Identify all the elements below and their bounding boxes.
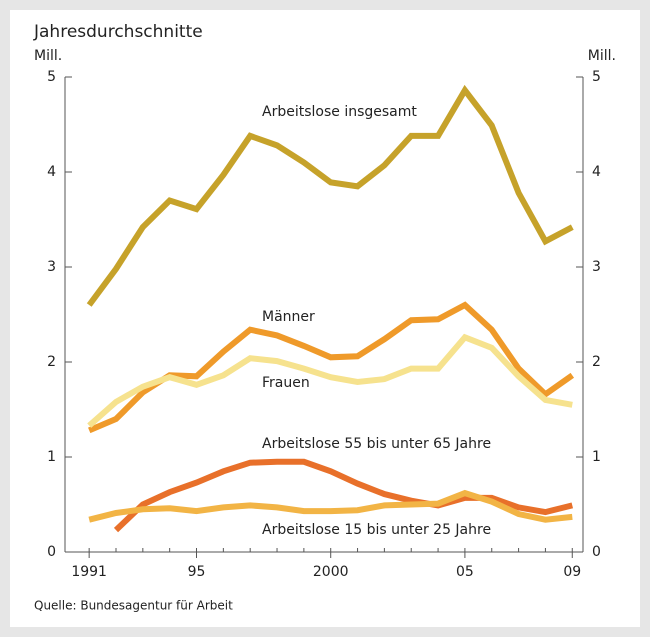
y-tick-label: 4 (47, 164, 56, 180)
y-tick-label: 5 (47, 69, 56, 85)
y2-tick-label: 4 (592, 164, 601, 180)
series-line (113, 458, 574, 533)
series-label: Arbeitslose 55 bis unter 65 Jahre (262, 436, 491, 452)
y2-tick-label: 0 (592, 544, 601, 560)
series-label: Arbeitslose 15 bis unter 25 Jahre (262, 522, 491, 538)
y-tick-label: 3 (47, 259, 56, 275)
y2-axis-label: Mill. (588, 48, 616, 64)
series-line (88, 489, 573, 523)
y2-tick-label: 3 (592, 259, 601, 275)
y2-tick-label: 5 (592, 69, 601, 85)
chart-title: Jahresdurchschnitte (33, 22, 203, 42)
y-tick-label: 2 (47, 354, 56, 370)
y-tick-label: 1 (47, 449, 56, 465)
y2-tick-label: 1 (592, 449, 601, 465)
series-line (87, 333, 573, 428)
x-tick-label: 95 (188, 564, 206, 580)
source: Quelle: Bundesagentur für Arbeit (34, 599, 233, 613)
series-label: Männer (262, 309, 315, 325)
series-label: Frauen (262, 375, 310, 391)
series-label: Arbeitslose insgesamt (262, 104, 417, 120)
y2-tick-label: 2 (592, 354, 601, 370)
y-axis-label: Mill. (34, 48, 62, 64)
x-tick-label: 09 (563, 564, 581, 580)
y-tick-label: 0 (47, 544, 56, 560)
x-tick-label: 2000 (313, 564, 349, 580)
x-tick-label: 1991 (71, 564, 107, 580)
panel (10, 10, 640, 627)
x-tick-label: 05 (456, 564, 474, 580)
series-line (86, 84, 574, 307)
